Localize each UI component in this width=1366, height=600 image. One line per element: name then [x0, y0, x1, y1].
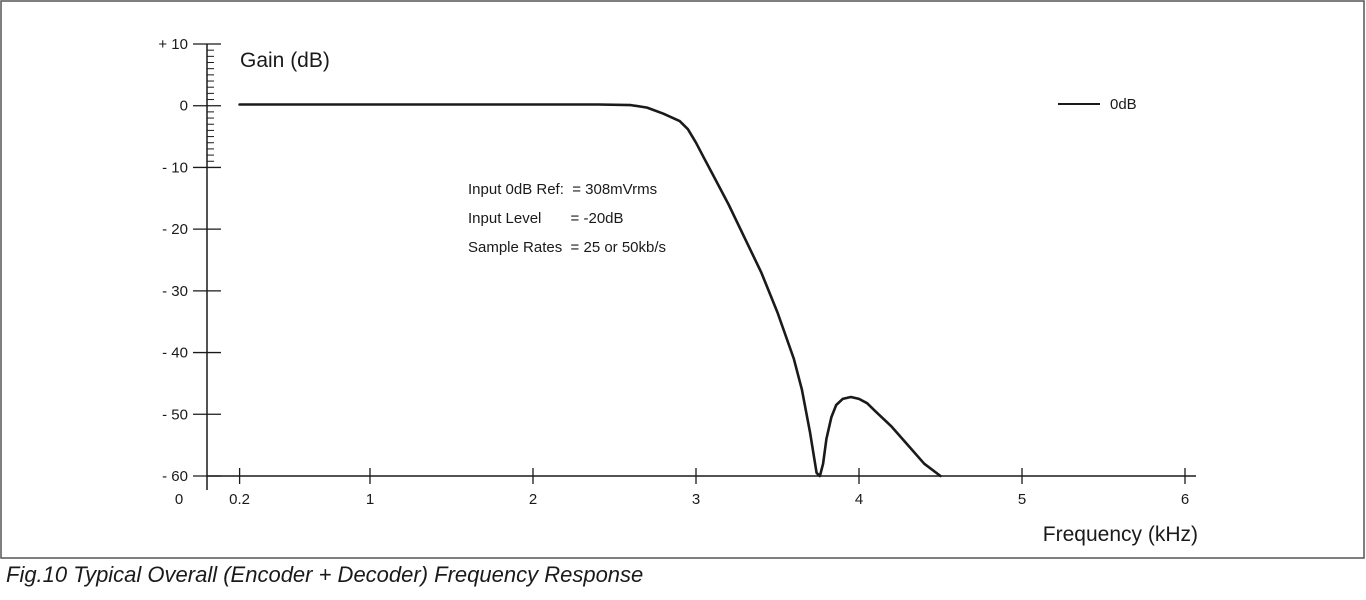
legend-label-0db: 0dB [1110, 96, 1137, 113]
series-line-0db [238, 103, 942, 478]
y-tick-label: - 60 [162, 468, 188, 485]
minor-ticks [207, 49, 214, 162]
y-tick-label: - 40 [162, 345, 188, 362]
legend: 0dB [1058, 96, 1137, 113]
x-tick-label: 1 [366, 491, 374, 508]
y-tick-label: - 30 [162, 283, 188, 300]
x-tick-label: 2 [529, 491, 537, 508]
y-tick-label: + 10 [158, 36, 188, 53]
annotation-rates: Sample Rates = 25 or 50kb/s [468, 239, 666, 256]
y-tick-label: - 50 [162, 406, 188, 423]
x-tick-label: 0.2 [229, 491, 250, 508]
x-axis-title: Frequency (kHz) [1043, 523, 1198, 546]
y-tick-label: - 20 [162, 221, 188, 238]
x-tick-label: 5 [1018, 491, 1026, 508]
x-tick-label: 0 [175, 491, 183, 508]
x-tick-label: 3 [692, 491, 700, 508]
y-tick-label: - 10 [162, 159, 188, 176]
figure-border [0, 0, 1365, 559]
y-tick-labels: + 10 0 - 10 - 20 - 30 - 40 - 50 - 60 [158, 36, 188, 485]
annotation-ref: Input 0dB Ref: = 308mVrms [468, 181, 657, 198]
x-tick-label: 4 [855, 491, 863, 508]
figure-caption: Fig.10 Typical Overall (Encoder + Decode… [6, 562, 644, 587]
annotation-level: Input Level = -20dB [468, 210, 624, 227]
y-axis-title: Gain (dB) [240, 49, 330, 72]
axes [193, 43, 1196, 490]
x-tick-labels: 0 0.2 1 2 3 4 5 6 [175, 491, 1189, 508]
y-tick-label: 0 [180, 98, 188, 115]
annotation-block: Input 0dB Ref: = 308mVrms Input Level = … [468, 181, 666, 256]
frequency-response-chart: + 10 0 - 10 - 20 - 30 - 40 - 50 - 60 0 0.2 1 2 3 4 5 6… [0, 0, 1365, 559]
x-tick-label: 6 [1181, 491, 1189, 508]
